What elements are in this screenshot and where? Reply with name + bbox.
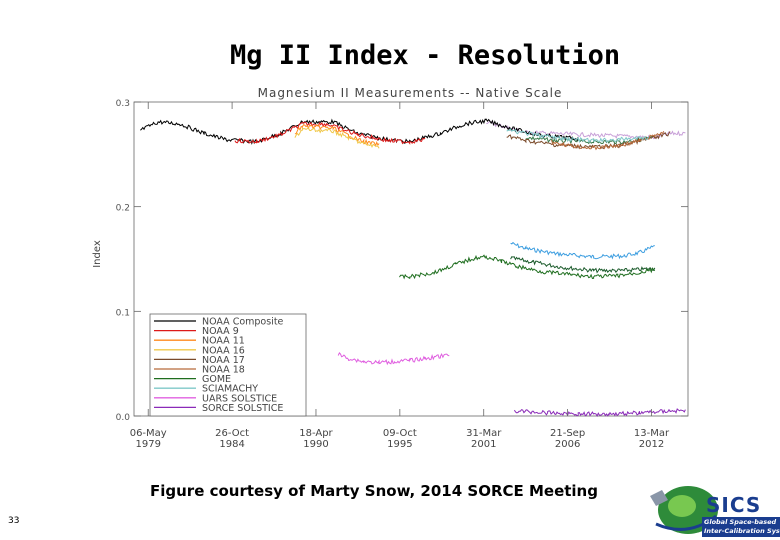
legend-label-4: NOAA 17 (202, 355, 245, 366)
trace-line-extra-0 (510, 241, 655, 260)
legend-label-2: NOAA 11 (202, 336, 245, 347)
x-tick-year-6: 2012 (639, 439, 664, 450)
y-tick-label-3: 0.3 (116, 99, 130, 109)
x-tick-year-4: 2001 (471, 439, 496, 450)
logo-subtitle-line1: Global Space-based (704, 518, 777, 526)
legend-label-8: UARS SOLSTICE (202, 393, 277, 404)
legend-label-5: NOAA 18 (202, 365, 245, 376)
series-line-7 (506, 127, 649, 144)
legend-label-9: SORCE SOLSTICE (202, 403, 283, 414)
legend-label-3: NOAA 16 (202, 345, 245, 356)
series-line-3 (294, 127, 380, 149)
plot-border (133, 101, 689, 417)
x-tick-year-0: 1979 (135, 439, 160, 450)
chart-title: Magnesium II Measurements -- Native Scal… (258, 86, 563, 100)
x-tick-label-2: 18-Apr (299, 428, 333, 439)
satellite-icon (650, 490, 668, 506)
x-tick-label-6: 13-Mar (634, 428, 670, 439)
logo-text: SICS (706, 493, 762, 517)
y-tick-label-1: 0.1 (116, 308, 130, 318)
legend-label-6: GOME (202, 374, 231, 385)
x-tick-label-4: 31-Mar (466, 428, 502, 439)
y-tick-label-2: 0.2 (116, 204, 130, 214)
figure-caption: Figure courtesy of Marty Snow, 2014 SORC… (150, 482, 598, 500)
x-tick-label-0: 06-May (130, 428, 167, 439)
trace-line-extra-1 (510, 256, 656, 274)
plot-lines (140, 117, 686, 417)
globe-highlight (668, 495, 696, 517)
logo-subtitle: Global Space-based Inter-Calibration Sys… (702, 517, 780, 537)
logo-subtitle-line2: Inter-Calibration System (704, 527, 780, 535)
x-tick-year-2: 1990 (303, 439, 328, 450)
series-line-1 (234, 121, 426, 145)
series-line-0 (140, 117, 579, 145)
x-tick-year-1: 1984 (219, 439, 244, 450)
series-line-9 (513, 408, 686, 417)
plot-frame (133, 101, 689, 417)
trace-line-extra-2 (486, 120, 686, 140)
x-tick-year-3: 1995 (387, 439, 412, 450)
mgii-chart: 0.00.10.20.306-May197926-Oct198418-Apr19… (92, 86, 689, 450)
legend-label-1: NOAA 9 (202, 326, 239, 337)
y-tick-label-0: 0.0 (116, 413, 131, 423)
x-tick-year-5: 2006 (555, 439, 580, 450)
x-tick-label-1: 26-Oct (215, 428, 249, 439)
series-line-6 (399, 254, 656, 280)
axis-ticks: 0.00.10.20.306-May197926-Oct198418-Apr19… (116, 99, 688, 450)
x-tick-label-5: 21-Sep (550, 428, 585, 439)
slide-title: Mg II Index - Resolution (230, 40, 621, 71)
x-tick-label-3: 09-Oct (383, 428, 417, 439)
legend-label-7: SCIAMACHY (202, 384, 258, 395)
legend-label-0: NOAA Composite (202, 317, 284, 328)
y-axis-label: Index (92, 240, 103, 268)
series-line-8 (337, 352, 450, 366)
page-number: 33 (8, 516, 20, 526)
